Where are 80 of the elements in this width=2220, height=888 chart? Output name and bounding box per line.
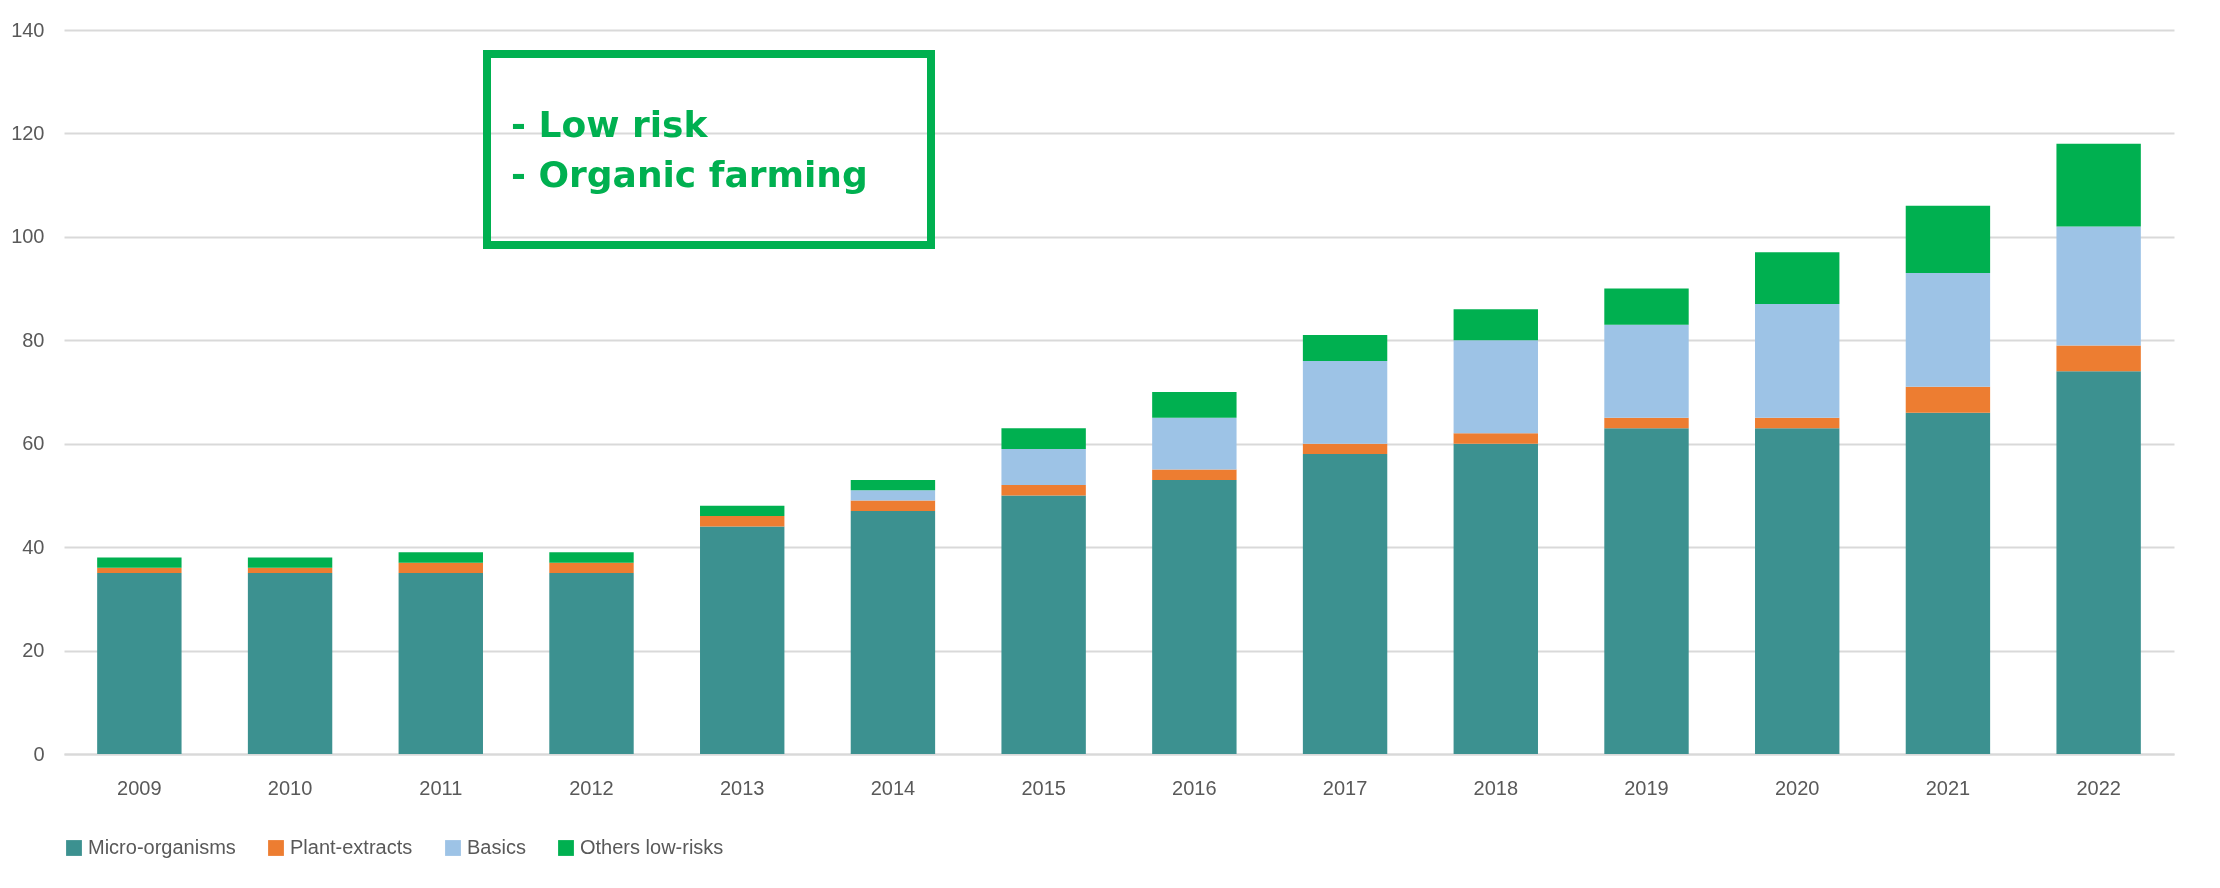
bar <box>1152 417 1237 470</box>
bar <box>398 562 483 573</box>
x-tick-label: 2017 <box>1322 776 1368 799</box>
bar <box>1001 495 1086 754</box>
x-tick-label: 2022 <box>2076 776 2121 799</box>
bar <box>850 510 936 754</box>
bar <box>1604 288 1689 325</box>
x-tick-label: 2020 <box>1774 776 1820 799</box>
legend-label: Basics <box>467 836 526 858</box>
x-tick-label: 2015 <box>1021 776 1066 799</box>
text-box: - Low risk - Organic farming <box>483 50 935 249</box>
y-tick-label: 140 <box>11 18 45 41</box>
annotation: - Low risk <box>511 102 709 147</box>
bar <box>700 505 785 517</box>
bar <box>1905 386 1991 413</box>
x-tick-label: 2013 <box>719 776 765 799</box>
bar <box>97 573 182 754</box>
legend-label: Micro-organisms <box>88 836 236 858</box>
y-tick-label: 20 <box>22 639 45 662</box>
y-tick-label: 40 <box>22 535 45 558</box>
bar <box>2056 143 2141 227</box>
y-tick-label: 0 <box>33 742 45 765</box>
bar <box>1152 469 1237 480</box>
x-tick-label: 2016 <box>1172 776 1217 799</box>
bar <box>1302 454 1388 754</box>
x-tick-label: 2010 <box>267 776 313 799</box>
bar <box>1302 360 1388 444</box>
bar <box>1755 428 1840 754</box>
bar <box>700 516 785 527</box>
bar <box>247 573 333 754</box>
bar <box>549 562 634 573</box>
bar <box>398 552 483 563</box>
bar <box>1604 428 1689 754</box>
y-tick-label: 120 <box>11 121 45 144</box>
bar <box>850 479 936 491</box>
bar <box>1755 252 1840 305</box>
bar <box>1152 479 1237 754</box>
bar <box>1905 205 1991 274</box>
bar <box>1604 417 1689 429</box>
bar <box>1905 412 1991 754</box>
bar <box>1604 324 1689 418</box>
x-tick-label: 2021 <box>1925 776 1971 799</box>
bar <box>2056 371 2141 754</box>
bar <box>1302 443 1388 455</box>
bar <box>2056 345 2141 372</box>
bar <box>97 567 182 573</box>
bar <box>247 567 333 573</box>
x-tick-label: 2012 <box>569 776 614 799</box>
y-tick-label: 100 <box>11 225 45 248</box>
bar <box>549 552 634 563</box>
bar <box>850 500 936 511</box>
bar <box>398 573 483 754</box>
bar <box>2056 226 2141 346</box>
bar <box>1001 485 1086 496</box>
bar <box>97 557 182 568</box>
bar <box>1755 417 1840 429</box>
bar <box>1905 273 1991 387</box>
y-tick-label: 80 <box>22 328 45 351</box>
bar <box>1453 433 1538 444</box>
bar <box>1001 428 1086 449</box>
x-tick-label: 2019 <box>1624 776 1669 799</box>
bar <box>1453 340 1538 434</box>
x-tick-label: 2011 <box>419 776 463 799</box>
x-tick-label: 2014 <box>870 776 916 799</box>
bar <box>549 573 634 754</box>
bar <box>247 557 333 568</box>
legend-label: Others low-risks <box>580 836 724 858</box>
bar <box>1001 448 1086 486</box>
bar <box>1453 309 1538 341</box>
bar <box>850 490 936 501</box>
legend-label: Plant-extracts <box>290 836 413 858</box>
bar <box>1302 335 1388 361</box>
bar <box>1453 443 1538 754</box>
y-tick-label: 60 <box>22 432 45 455</box>
bar <box>1152 392 1237 418</box>
annotation: - Organic farming <box>511 152 869 197</box>
bar <box>1755 304 1840 418</box>
bar <box>700 526 785 754</box>
x-tick-label: 2009 <box>117 776 162 799</box>
x-tick-label: 2018 <box>1473 776 1519 799</box>
